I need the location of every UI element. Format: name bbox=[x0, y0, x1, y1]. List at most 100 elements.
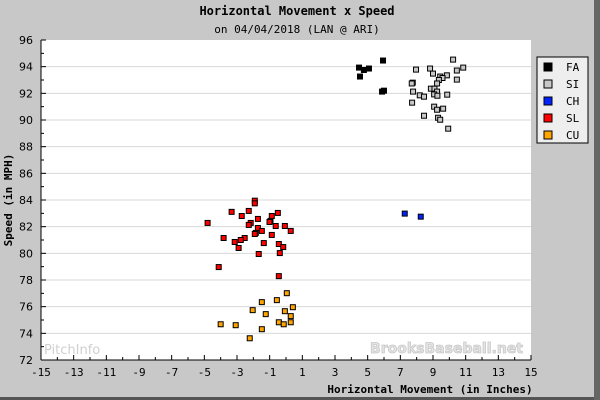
point-fa bbox=[360, 67, 367, 73]
y-tick-label: 96 bbox=[19, 34, 33, 47]
point-sl bbox=[215, 264, 222, 271]
point-si bbox=[444, 91, 451, 98]
point-cu bbox=[246, 335, 253, 342]
point-cu bbox=[273, 297, 280, 304]
point-sl bbox=[275, 241, 282, 247]
point-ch bbox=[417, 213, 424, 220]
point-fa bbox=[381, 87, 387, 94]
x-tick-label: 1 bbox=[299, 366, 306, 379]
y-tick-label: 82 bbox=[19, 221, 33, 234]
point-sl bbox=[268, 213, 275, 219]
legend-label-fa: FA bbox=[566, 61, 580, 74]
x-tick-label: -15 bbox=[31, 366, 51, 379]
point-si bbox=[460, 64, 467, 71]
x-tick-label: 13 bbox=[492, 366, 505, 379]
point-cu bbox=[281, 308, 288, 315]
point-ch bbox=[401, 210, 408, 217]
point-si bbox=[434, 80, 441, 87]
point-sl bbox=[268, 231, 275, 238]
point-sl bbox=[274, 209, 281, 216]
legend-swatch-fa bbox=[543, 62, 553, 72]
legend-swatch-cu bbox=[543, 130, 553, 140]
point-sl bbox=[251, 200, 258, 207]
point-sl bbox=[260, 240, 267, 247]
point-cu bbox=[258, 326, 265, 333]
x-tick-label: -5 bbox=[198, 366, 211, 379]
point-cu bbox=[289, 304, 296, 311]
y-tick-label: 90 bbox=[19, 114, 33, 127]
point-sl bbox=[245, 221, 252, 228]
y-tick-label: 94 bbox=[19, 61, 33, 74]
point-cu bbox=[217, 321, 224, 328]
y-tick-label: 84 bbox=[19, 194, 33, 207]
point-sl bbox=[251, 231, 258, 237]
point-cu bbox=[249, 307, 256, 314]
point-sl bbox=[275, 273, 282, 280]
point-sl bbox=[272, 223, 279, 229]
gridlines bbox=[41, 66, 531, 334]
x-tick-label: -7 bbox=[165, 366, 178, 379]
legend-swatch-sl bbox=[543, 113, 553, 123]
legend-label-ch: CH bbox=[566, 95, 579, 108]
point-sl bbox=[287, 227, 294, 234]
y-tick-label: 78 bbox=[19, 274, 33, 287]
y-tick-label: 88 bbox=[19, 141, 33, 154]
y-tick-label: 92 bbox=[19, 87, 33, 100]
point-sl bbox=[204, 219, 211, 226]
data-points bbox=[204, 56, 467, 342]
x-tick-label: -11 bbox=[96, 366, 116, 379]
point-si bbox=[450, 56, 457, 63]
legend-label-sl: SL bbox=[566, 112, 580, 125]
chart-subtitle: on 04/04/2018 (LAN @ ARI) bbox=[214, 23, 380, 36]
point-si bbox=[434, 106, 441, 113]
pitchinfo-watermark: PitchInfo bbox=[44, 343, 100, 358]
point-fa bbox=[365, 65, 372, 72]
point-sl bbox=[237, 237, 244, 243]
point-si bbox=[421, 93, 428, 100]
legend: FA SI CH SL CU bbox=[536, 56, 589, 144]
legend-label-cu: CU bbox=[566, 129, 579, 142]
x-axis-label: Horizontal Movement (in Inches) bbox=[327, 383, 532, 396]
point-sl bbox=[258, 227, 265, 234]
point-fa bbox=[356, 73, 363, 80]
legend-label-si: SI bbox=[566, 78, 579, 91]
point-si bbox=[409, 99, 416, 106]
point-sl bbox=[280, 244, 287, 251]
point-si bbox=[427, 65, 434, 72]
y-tick-label: 86 bbox=[19, 167, 33, 180]
point-sl bbox=[255, 251, 262, 257]
x-tick-label: 11 bbox=[459, 366, 472, 379]
y-axis-label: Speed (in MPH) bbox=[2, 154, 15, 247]
point-si bbox=[440, 105, 447, 112]
point-si bbox=[453, 76, 460, 83]
legend-swatch-ch bbox=[543, 96, 553, 106]
point-sl bbox=[235, 245, 242, 251]
x-tick-label: -9 bbox=[132, 366, 145, 379]
point-si bbox=[445, 125, 452, 132]
point-cu bbox=[262, 311, 269, 318]
y-tick-label: 74 bbox=[19, 327, 33, 340]
point-cu bbox=[275, 319, 282, 326]
x-tick-label: 9 bbox=[430, 366, 437, 379]
x-tick-label: -1 bbox=[263, 366, 276, 379]
point-cu bbox=[232, 322, 239, 329]
x-tick-label: 3 bbox=[332, 366, 339, 379]
point-si bbox=[421, 112, 428, 119]
point-sl bbox=[276, 250, 283, 257]
point-cu bbox=[258, 299, 265, 306]
point-cu bbox=[287, 319, 294, 326]
y-tick-label: 80 bbox=[19, 247, 33, 260]
point-si bbox=[437, 116, 444, 123]
x-tick-label: -13 bbox=[64, 366, 84, 379]
point-fa bbox=[380, 57, 387, 64]
point-cu bbox=[287, 313, 294, 320]
chart-title: Horizontal Movement x Speed bbox=[199, 4, 394, 18]
point-fa bbox=[356, 64, 363, 71]
frame-shadow-right bbox=[594, 0, 600, 400]
point-cu bbox=[280, 321, 287, 328]
y-tick-label: 76 bbox=[19, 301, 33, 314]
point-sl bbox=[228, 208, 235, 215]
brooksbaseball-watermark: BrooksBaseball.net bbox=[370, 341, 523, 357]
x-tick-label: -3 bbox=[230, 366, 243, 379]
